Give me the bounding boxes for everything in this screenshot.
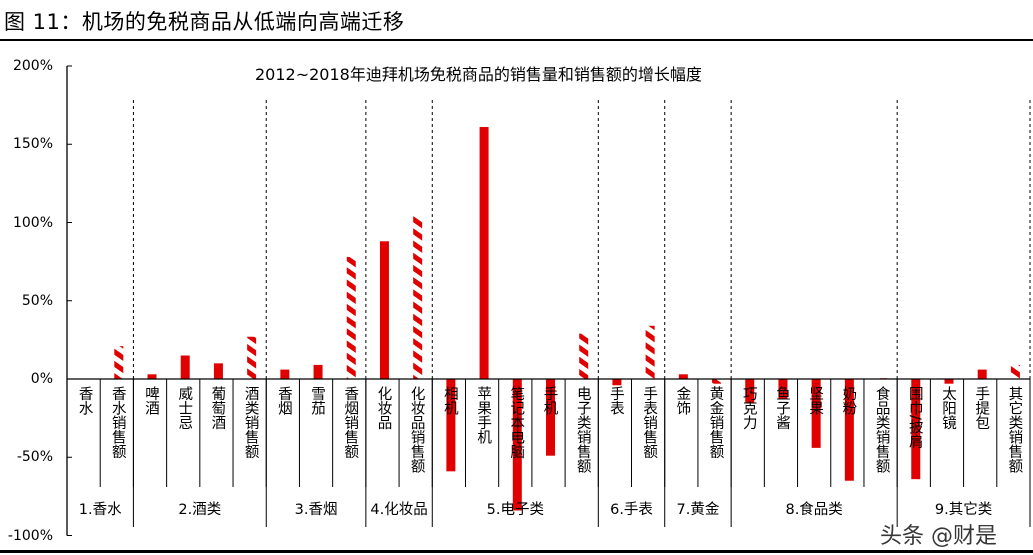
y-tick-label: 100% [12, 214, 53, 231]
bar-酒类销售额 [247, 336, 257, 379]
watermark: 头条 @财是 [880, 524, 997, 549]
bar-苹果手机 [479, 127, 489, 379]
bar-金饰 [678, 374, 688, 379]
bar-化妆品 [379, 241, 389, 379]
category-label: 化妆品 [375, 386, 392, 430]
bar-其它类销售额 [1010, 364, 1020, 379]
category-label: 化妆品销售额 [408, 386, 425, 473]
category-label: 手表 [607, 386, 624, 415]
bar-香烟销售额 [346, 256, 356, 379]
category-label: 金饰 [674, 386, 691, 415]
bar-葡萄酒 [213, 363, 223, 379]
bar-奶粉 [844, 379, 854, 481]
bar-围巾/披肩 [911, 379, 921, 480]
category-label: 苹果手机 [475, 386, 492, 444]
bottom-rule [0, 550, 1033, 553]
category-label: 香烟销售额 [342, 386, 359, 459]
category-label: 手提包 [973, 386, 990, 430]
category-label: 手表销售额 [641, 386, 658, 459]
category-label: 太阳镜 [939, 386, 956, 430]
bar-手表 [612, 379, 622, 386]
bar-威士忌 [180, 355, 190, 379]
group-label: 9.其它类 [934, 502, 993, 518]
category-label: 围巾/披肩 [906, 386, 923, 449]
category-label: 威士忌 [176, 386, 193, 430]
category-label: 奶粉 [840, 386, 857, 415]
chart-title: 2012~2018年迪拜机场免税商品的销售量和销售额的增长幅度 [255, 65, 702, 84]
category-label: 鱼子酱 [773, 386, 790, 430]
category-label: 坚果 [807, 386, 824, 415]
group-label: 2.酒类 [178, 502, 222, 518]
category-label: 雪茄 [309, 386, 326, 415]
bar-手表销售额 [645, 325, 655, 379]
group-label: 8.食品类 [785, 502, 843, 518]
bar-相机 [446, 379, 456, 472]
group-label: 4.化妆品 [370, 502, 428, 518]
category-label: 相机 [441, 386, 458, 415]
bar-电子类销售额 [579, 333, 589, 379]
group-label: 7.黄金 [676, 502, 720, 518]
bar-巧克力 [745, 379, 755, 403]
category-label: 香水 [76, 386, 93, 415]
y-tick-label: -100% [7, 527, 53, 544]
y-tick-label: 150% [12, 136, 53, 153]
bar-啤酒 [147, 374, 157, 379]
bar-黄金销售额 [712, 379, 722, 384]
y-tick-label: 200% [12, 58, 53, 74]
category-label: 电子类销售额 [574, 386, 591, 473]
category-label: 酒类销售额 [242, 386, 259, 459]
category-label: 香烟 [275, 386, 292, 415]
category-label: 笔记本电脑 [508, 386, 525, 459]
group-label: 6.手表 [610, 502, 653, 518]
bar-笔记本电脑 [512, 379, 522, 511]
y-tick-label: -50% [16, 449, 53, 466]
bar-香水销售额 [114, 346, 124, 379]
bar-坚果 [811, 379, 821, 448]
bar-鱼子酱 [778, 379, 788, 400]
bar-雪茄 [313, 364, 323, 379]
category-label: 香水销售额 [109, 386, 126, 459]
figure-title: 图 11：机场的免税商品从低端向高端迁移 [4, 10, 405, 34]
group-label: 5.电子类 [486, 502, 544, 518]
category-label: 巧克力 [740, 386, 757, 430]
bar-手提包 [977, 369, 987, 379]
category-label: 手机 [541, 386, 558, 415]
y-tick-label: 50% [21, 292, 53, 309]
y-tick-label: 0% [30, 371, 53, 387]
bar-太阳镜 [944, 379, 954, 384]
group-label: 3.香烟 [294, 502, 338, 518]
bar-化妆品销售额 [413, 216, 423, 379]
bar-香烟 [280, 369, 290, 379]
category-label: 食品类销售额 [873, 386, 890, 473]
group-label: 1.香水 [78, 502, 122, 518]
category-label: 啤酒 [143, 386, 160, 415]
category-label: 其它类销售额 [1006, 386, 1023, 473]
category-label: 葡萄酒 [209, 386, 226, 430]
top-rule [0, 39, 1033, 41]
category-label: 黄金销售额 [707, 386, 724, 459]
bar-手机 [546, 379, 555, 456]
